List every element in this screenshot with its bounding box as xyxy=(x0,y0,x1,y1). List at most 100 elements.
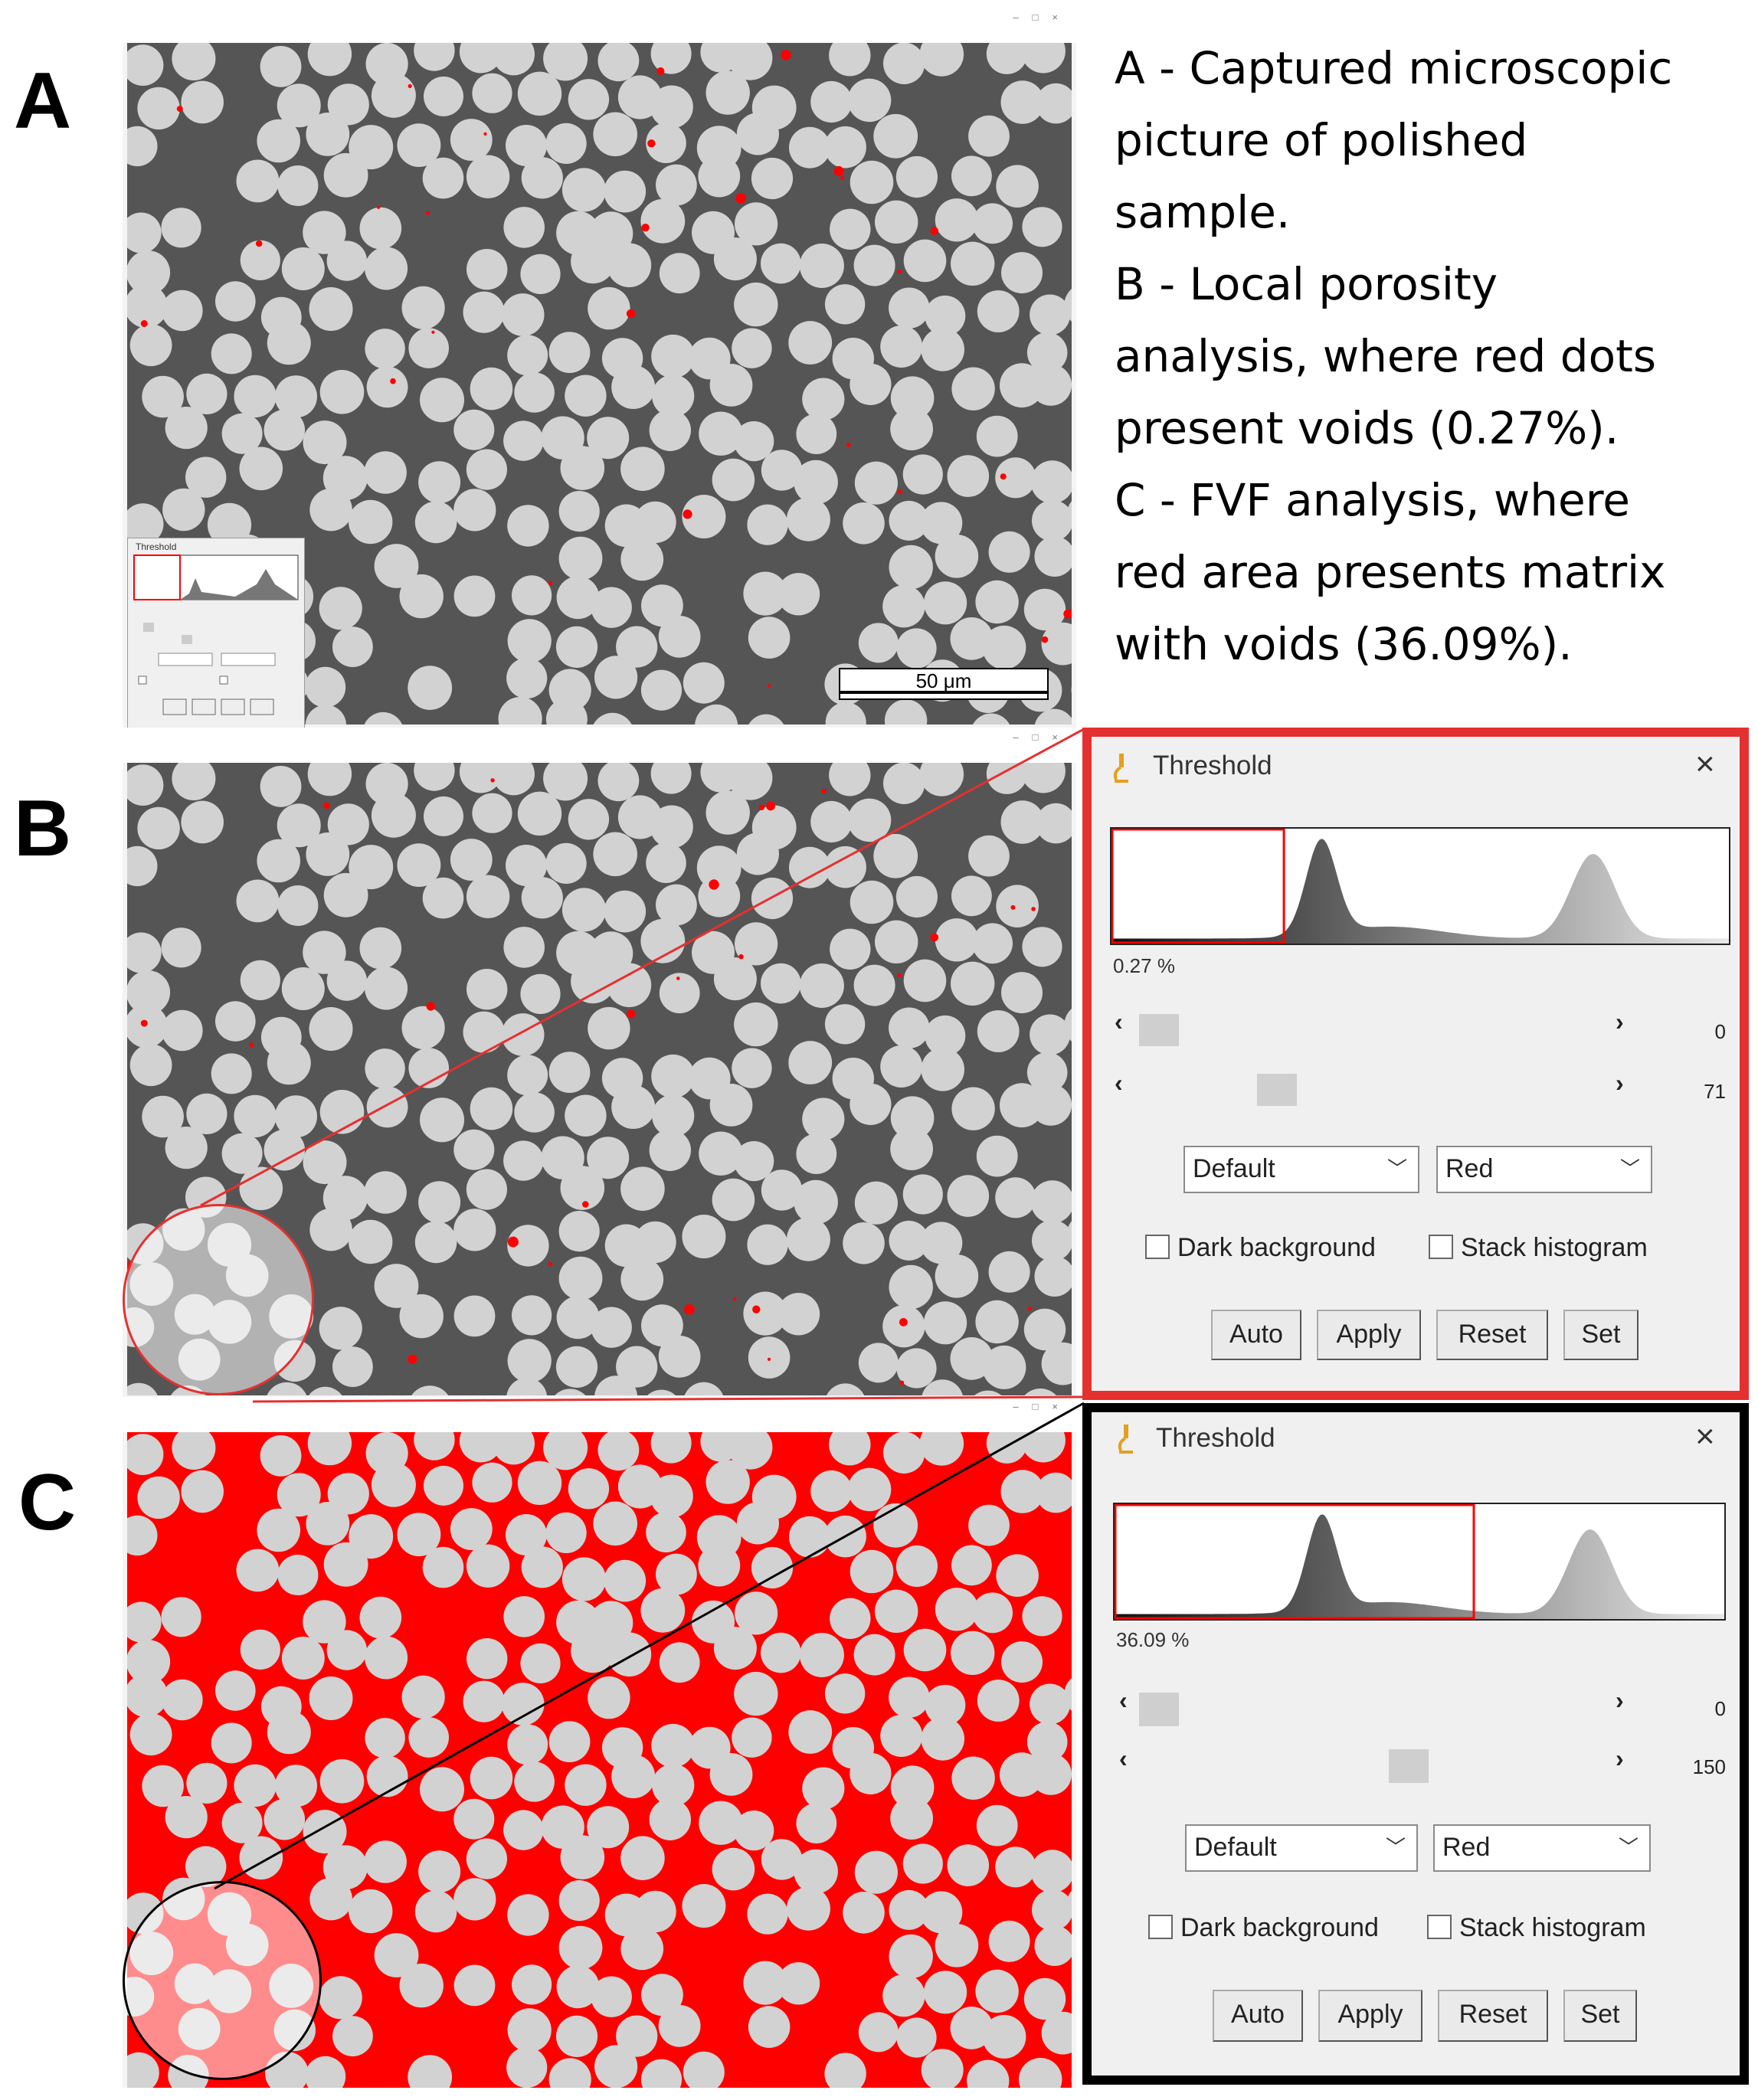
min-slider-right-arrow[interactable]: › xyxy=(1616,1008,1624,1035)
min-slider-left-arrow[interactable]: ‹ xyxy=(1115,1008,1123,1035)
fiber xyxy=(349,499,393,545)
fiber xyxy=(414,1890,457,1933)
window-controls[interactable]: –□× xyxy=(1013,11,1072,23)
fiber xyxy=(651,1723,695,1768)
fiber xyxy=(641,1304,683,1347)
micrograph-window-a[interactable]: –□× 50 μm Threshold xyxy=(123,9,1076,728)
window-titlebar[interactable] xyxy=(123,9,1076,26)
checkbox-box[interactable] xyxy=(1148,1915,1173,1939)
fiber xyxy=(951,1756,995,1800)
fiber xyxy=(947,455,990,497)
fiber xyxy=(903,239,947,283)
fiber xyxy=(975,580,1019,624)
fiber xyxy=(947,1844,990,1886)
stack-histogram-checkbox[interactable]: Stack histogram xyxy=(1429,1233,1648,1263)
fiber xyxy=(507,619,552,663)
fiber xyxy=(902,1174,943,1215)
fiber xyxy=(274,375,317,418)
checkbox-box[interactable] xyxy=(1427,1915,1452,1939)
mode-select[interactable]: Red ﹀ xyxy=(1436,1146,1652,1193)
fiber xyxy=(982,625,1026,669)
micrograph-window-b[interactable]: –□× xyxy=(123,729,1076,1397)
fiber xyxy=(843,1892,885,1934)
fiber xyxy=(921,2049,964,2088)
checkbox-box[interactable] xyxy=(1145,1235,1170,1259)
window-titlebar[interactable] xyxy=(123,1398,1076,1415)
fiber xyxy=(988,1251,1030,1293)
void-dot xyxy=(626,1009,636,1019)
void-dot xyxy=(647,139,656,148)
window-titlebar[interactable] xyxy=(123,729,1076,746)
fiber xyxy=(996,1554,1039,1597)
close-icon[interactable]: × xyxy=(1695,1418,1715,1455)
fiber xyxy=(789,126,830,168)
min-slider-thumb[interactable] xyxy=(1139,1014,1179,1046)
fiber xyxy=(651,334,695,378)
auto-button[interactable]: Auto xyxy=(1211,1310,1301,1360)
reset-button[interactable]: Reset xyxy=(1438,1990,1548,2042)
fiber xyxy=(364,711,403,725)
set-button[interactable]: Set xyxy=(1563,1990,1637,2042)
fiber xyxy=(659,253,700,294)
apply-button[interactable]: Apply xyxy=(1317,1310,1421,1360)
fiber xyxy=(422,157,464,199)
fiber xyxy=(545,698,588,725)
dark-background-checkbox[interactable]: Dark background xyxy=(1148,1913,1379,1943)
close-icon[interactable]: × xyxy=(1695,745,1715,783)
dark-background-checkbox[interactable]: Dark background xyxy=(1145,1233,1376,1263)
fiber xyxy=(854,1850,898,1894)
micrograph-window-c[interactable]: –□× xyxy=(123,1398,1076,2088)
max-slider-thumb[interactable] xyxy=(1257,1074,1297,1106)
fiber xyxy=(1000,363,1044,408)
fiber xyxy=(873,833,918,878)
fiber xyxy=(709,364,753,407)
auto-button[interactable]: Auto xyxy=(1213,1990,1303,2042)
fiber xyxy=(712,1847,755,1891)
fiber xyxy=(935,198,979,242)
fiber xyxy=(649,1798,691,1840)
window-controls[interactable]: –□× xyxy=(1013,731,1072,743)
apply-button[interactable]: Apply xyxy=(1318,1990,1422,2042)
fiber xyxy=(332,1346,373,1387)
fiber xyxy=(305,705,347,725)
max-slider-right-arrow[interactable]: › xyxy=(1616,1745,1624,1772)
reset-button[interactable]: Reset xyxy=(1436,1310,1548,1360)
fiber xyxy=(786,1886,830,1931)
mini-threshold-dialog: Threshold xyxy=(127,538,305,728)
fiber xyxy=(883,43,925,84)
set-button[interactable]: Set xyxy=(1563,1310,1639,1360)
fiber xyxy=(424,1465,463,1506)
fiber xyxy=(656,164,697,206)
checkbox-box[interactable] xyxy=(1429,1235,1453,1259)
fiber xyxy=(1066,501,1072,528)
max-slider-right-arrow[interactable]: › xyxy=(1616,1069,1624,1097)
fiber xyxy=(215,281,256,322)
fiber xyxy=(853,1634,895,1676)
max-slider-left-arrow[interactable]: ‹ xyxy=(1115,1069,1123,1097)
max-slider-left-arrow[interactable]: ‹ xyxy=(1119,1745,1128,1772)
min-slider-left-arrow[interactable]: ‹ xyxy=(1119,1686,1128,1714)
void-dot xyxy=(899,1380,905,1385)
magnifier-circle-b xyxy=(123,1204,314,1395)
min-slider-right-arrow[interactable]: › xyxy=(1616,1686,1624,1714)
fiber xyxy=(326,1630,367,1670)
method-select[interactable]: Default ﹀ xyxy=(1185,1824,1418,1872)
window-controls[interactable]: –□× xyxy=(1013,1401,1072,1412)
fiber xyxy=(951,155,992,197)
max-slider-thumb[interactable] xyxy=(1389,1749,1429,1783)
stack-histogram-checkbox[interactable]: Stack histogram xyxy=(1427,1913,1646,1943)
mode-select[interactable]: Red ﹀ xyxy=(1433,1824,1651,1872)
min-slider-thumb[interactable] xyxy=(1139,1693,1179,1726)
fiber xyxy=(472,793,512,833)
fiber xyxy=(986,43,1027,74)
fiber xyxy=(503,1810,544,1850)
fiber xyxy=(507,335,548,376)
fiber xyxy=(1034,1925,1072,1966)
caption-line: with voids (36.09%). xyxy=(1115,618,1573,670)
fiber xyxy=(1032,499,1072,541)
fiber xyxy=(127,932,162,973)
fiber xyxy=(935,1924,979,1968)
fiber xyxy=(181,800,224,844)
fiber xyxy=(593,712,632,725)
method-select[interactable]: Default ﹀ xyxy=(1183,1146,1419,1193)
